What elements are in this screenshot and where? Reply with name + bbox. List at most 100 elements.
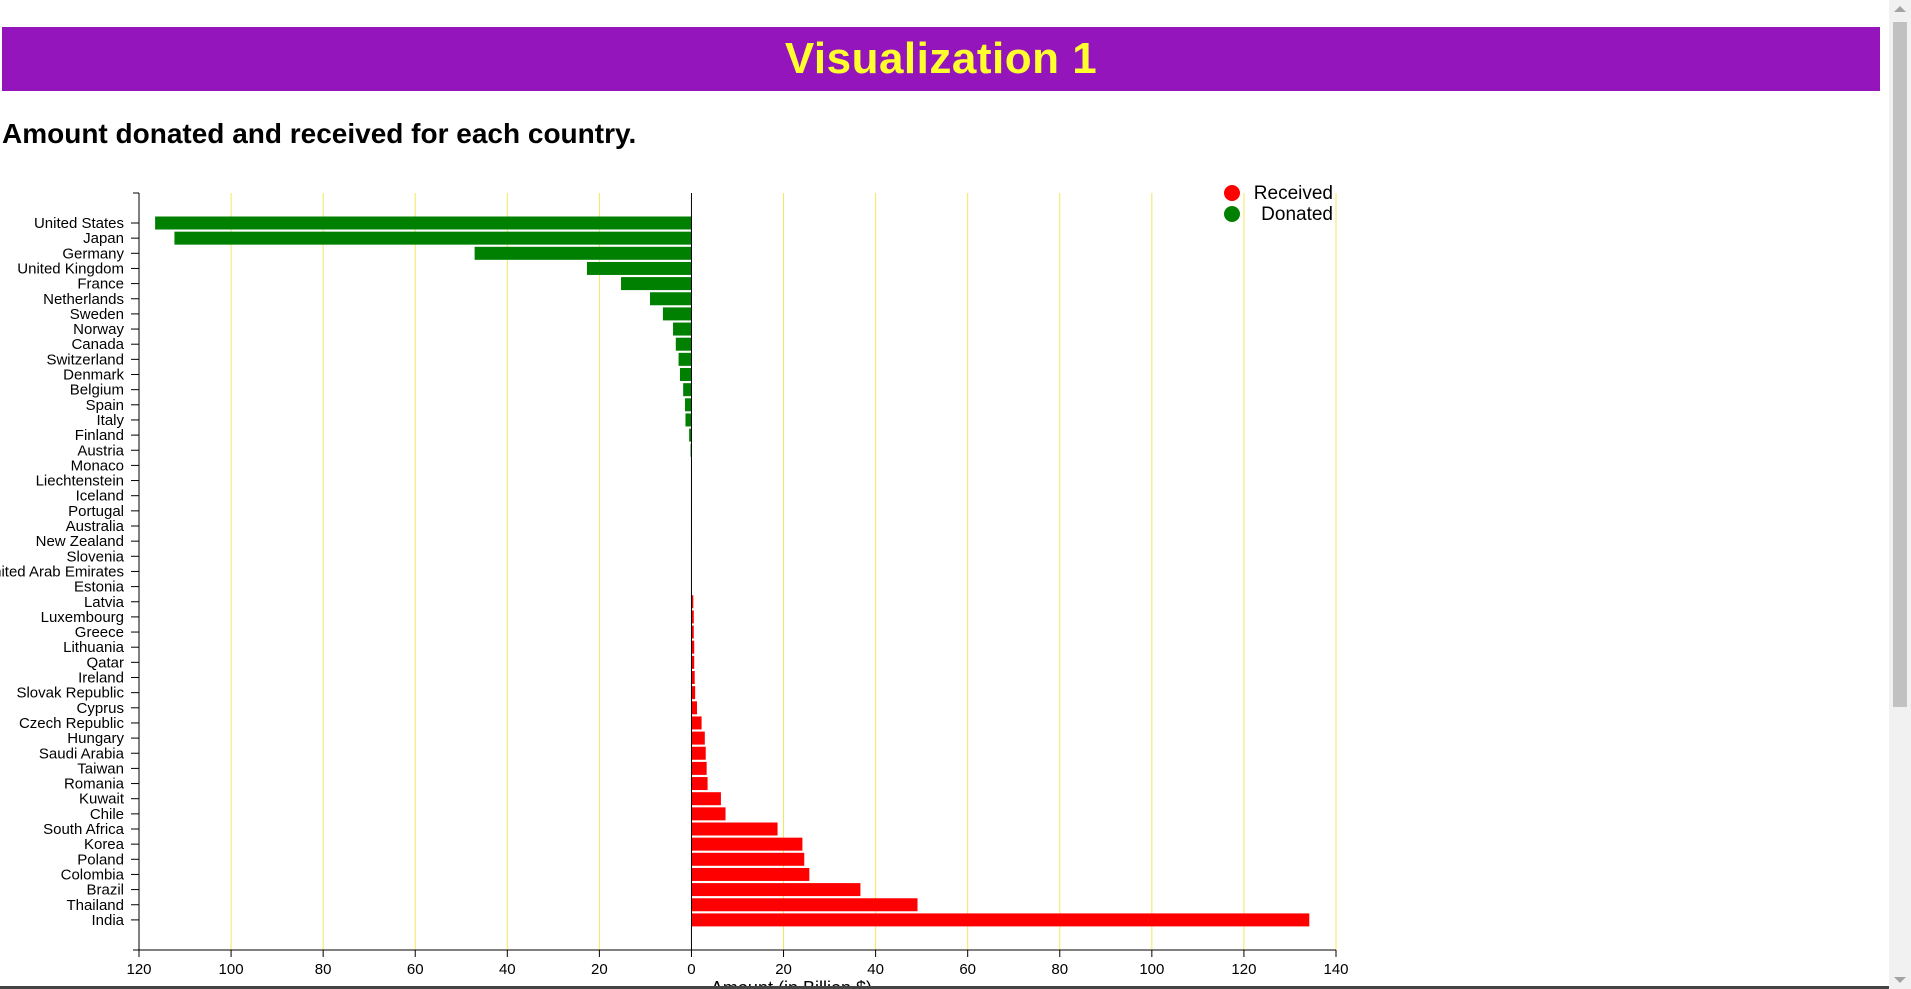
- x-tick-label: 40: [499, 961, 516, 978]
- y-tick-label: Norway: [73, 321, 124, 338]
- y-tick-label: Estonia: [74, 579, 125, 596]
- y-tick-label: Hungary: [67, 730, 124, 747]
- bar-canada: [675, 337, 692, 351]
- bottom-edge: [0, 986, 1889, 989]
- y-tick-label: Austria: [77, 442, 124, 459]
- bar-chile: [691, 807, 726, 821]
- y-tick-label: Australia: [66, 518, 125, 535]
- bar-saudi-arabia: [691, 746, 706, 760]
- bar-ireland: [691, 671, 695, 684]
- x-axis-label: Amount (in Billion $): [711, 978, 872, 989]
- y-tick-label: France: [77, 276, 124, 293]
- y-tick-label: Cyprus: [76, 700, 124, 717]
- y-tick-label: South Africa: [43, 821, 125, 838]
- bar-poland: [691, 852, 805, 866]
- x-tick-label: 80: [1051, 961, 1068, 978]
- vertical-scrollbar[interactable]: [1889, 0, 1911, 989]
- bar-luxembourg: [691, 610, 694, 624]
- y-tick-label: New Zealand: [36, 533, 124, 550]
- y-tick-label: Brazil: [86, 882, 124, 899]
- y-tick-label: Romania: [64, 776, 125, 793]
- y-tick-label: Greece: [75, 624, 124, 641]
- bar-germany: [474, 246, 692, 260]
- bar-sweden: [662, 307, 692, 321]
- y-tick-label: Slovenia: [66, 548, 124, 565]
- bar-lithuania: [691, 640, 695, 654]
- bar-switzerland: [678, 352, 692, 366]
- y-tick-label: Ireland: [78, 670, 124, 687]
- bar-india: [691, 913, 1310, 927]
- bar-spain: [685, 398, 692, 412]
- scroll-down-icon[interactable]: [1894, 977, 1906, 983]
- bar-belgium: [683, 383, 692, 397]
- y-tick-label: Saudi Arabia: [39, 745, 125, 762]
- page-title: Visualization 1: [784, 34, 1098, 83]
- bar-netherlands: [650, 292, 692, 306]
- y-tick-label: United Arab Emirates: [0, 563, 124, 580]
- bar-hungary: [691, 731, 705, 745]
- y-tick-label: Iceland: [76, 488, 124, 505]
- y-tick-label: Liechtenstein: [36, 473, 124, 490]
- bar-greece: [691, 625, 694, 639]
- bar-japan: [174, 231, 692, 245]
- x-tick-label: 140: [1323, 961, 1348, 978]
- y-tick-label: Italy: [96, 412, 124, 429]
- y-tick-label: Sweden: [70, 306, 124, 323]
- y-tick-label: Taiwan: [77, 760, 124, 777]
- bar-slovak-republic: [691, 686, 696, 700]
- y-tick-label: Chile: [90, 806, 124, 823]
- scrollbar-thumb[interactable]: [1893, 22, 1907, 707]
- y-tick-label: Denmark: [63, 367, 124, 384]
- y-tick-label: Korea: [84, 836, 125, 853]
- bar-norway: [673, 322, 692, 336]
- bar-kuwait: [691, 792, 721, 806]
- x-tick-label: 20: [775, 961, 792, 978]
- y-tick-label: Spain: [86, 397, 124, 414]
- bar-romania: [691, 777, 708, 791]
- bar-italy: [685, 413, 692, 427]
- y-tick-label: Japan: [83, 230, 124, 247]
- y-tick-label: Switzerland: [46, 351, 124, 368]
- x-tick-label: 120: [1231, 961, 1256, 978]
- y-tick-label: Belgium: [70, 382, 124, 399]
- y-tick-label: Kuwait: [79, 791, 125, 808]
- y-tick-label: Czech Republic: [19, 715, 125, 732]
- bar-united-kingdom: [586, 261, 692, 275]
- bar-united-states: [155, 216, 692, 230]
- header-banner: Visualization 1: [2, 27, 1880, 91]
- x-tick-label: 80: [315, 961, 332, 978]
- bar-france: [621, 277, 692, 291]
- y-tick-label: Portugal: [68, 503, 124, 520]
- bar-korea: [691, 837, 803, 851]
- y-tick-label: Luxembourg: [41, 609, 124, 626]
- x-tick-label: 20: [591, 961, 608, 978]
- y-tick-label: Thailand: [66, 897, 124, 914]
- y-tick-label: Slovak Republic: [16, 685, 124, 702]
- bar-thailand: [691, 898, 918, 912]
- y-tick-label: Colombia: [61, 866, 125, 883]
- bar-cyprus: [691, 701, 697, 715]
- bar-colombia: [691, 867, 810, 881]
- y-tick-label: Germany: [62, 245, 124, 262]
- y-tick-label: Finland: [75, 427, 124, 444]
- y-tick-label: Netherlands: [43, 291, 124, 308]
- y-tick-label: Lithuania: [63, 639, 125, 656]
- legend-marker-received: [1224, 185, 1240, 201]
- y-tick-label: United States: [34, 215, 124, 232]
- y-tick-label: India: [91, 912, 124, 929]
- y-tick-label: United Kingdom: [17, 260, 124, 277]
- bar-czech-republic: [691, 716, 702, 730]
- x-tick-label: 60: [407, 961, 424, 978]
- bar-denmark: [679, 368, 692, 381]
- bar-finland: [689, 428, 692, 442]
- y-tick-label: Latvia: [84, 594, 125, 611]
- legend-label-donated: Donated: [1261, 204, 1333, 225]
- y-tick-label: Poland: [77, 851, 124, 868]
- x-tick-label: 100: [219, 961, 244, 978]
- scroll-up-icon[interactable]: [1894, 6, 1906, 12]
- x-tick-label: 100: [1139, 961, 1164, 978]
- chart-subtitle: Amount donated and received for each cou…: [2, 118, 637, 149]
- legend-marker-donated: [1224, 206, 1240, 222]
